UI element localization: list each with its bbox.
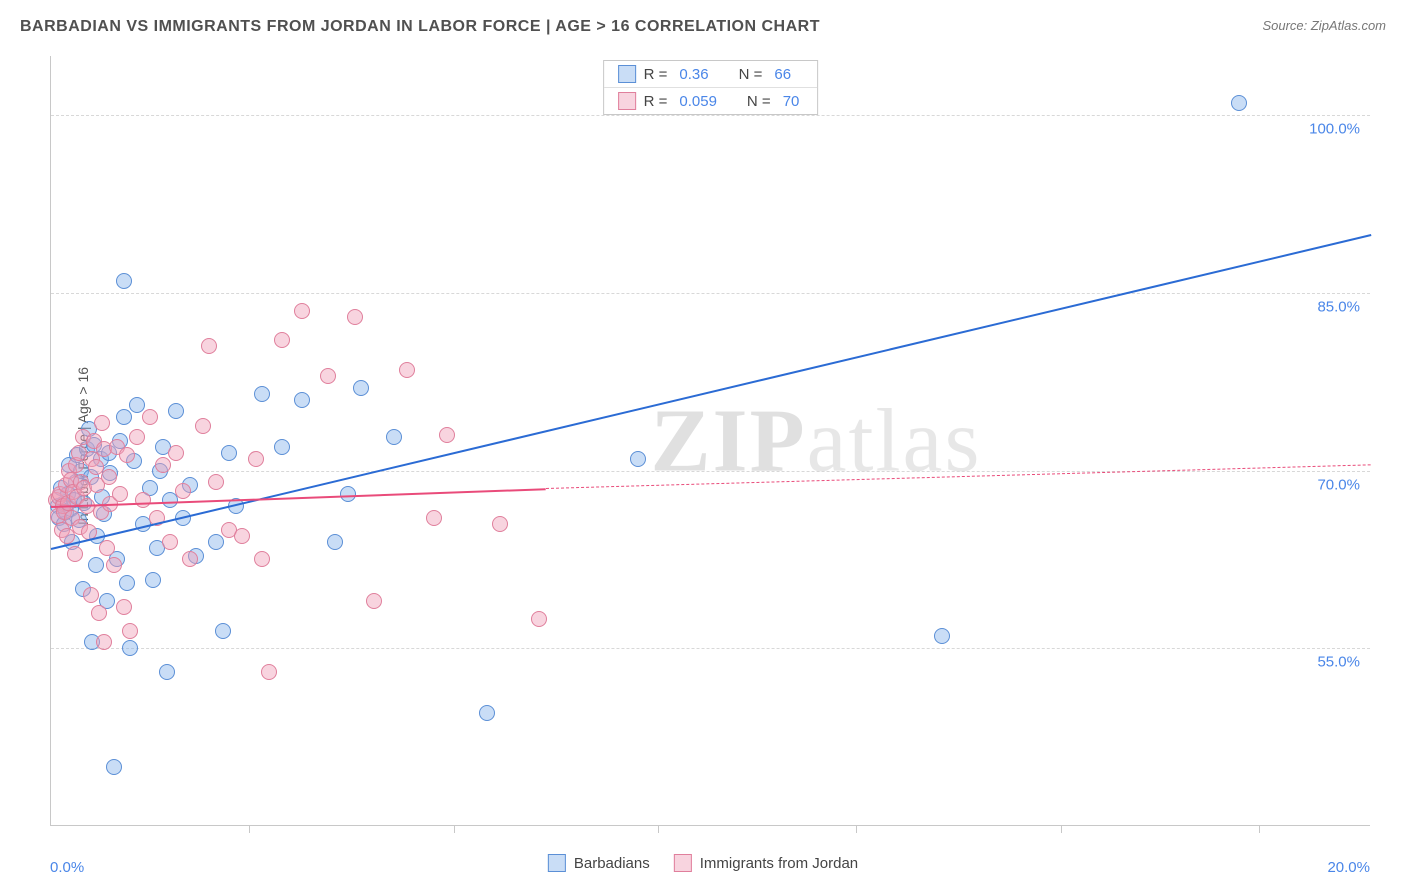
data-point [274, 439, 290, 455]
scatter-plot: ZIPatlas R = 0.36 N = 66 R = 0.059 N = 7… [50, 56, 1370, 826]
data-point [116, 409, 132, 425]
data-point [175, 483, 191, 499]
data-point [116, 273, 132, 289]
data-point [168, 403, 184, 419]
data-point [294, 392, 310, 408]
swatch-series2-bottom [674, 854, 692, 872]
trend-line [51, 234, 1371, 550]
data-point [208, 534, 224, 550]
data-point [129, 397, 145, 413]
r-value-series1: 0.36 [679, 66, 708, 83]
data-point [91, 605, 107, 621]
y-tick-label: 100.0% [1309, 121, 1360, 138]
data-point [129, 429, 145, 445]
data-point [112, 486, 128, 502]
y-tick-label: 70.0% [1317, 476, 1360, 493]
swatch-series1-bottom [548, 854, 566, 872]
legend-row-series2: R = 0.059 N = 70 [604, 88, 818, 114]
x-tick [856, 825, 857, 833]
n-value-series1: 66 [774, 66, 791, 83]
data-point [934, 628, 950, 644]
data-point [83, 587, 99, 603]
gridline [51, 648, 1370, 649]
data-point [106, 759, 122, 775]
data-point [182, 551, 198, 567]
data-point [439, 427, 455, 443]
data-point [106, 557, 122, 573]
data-point [215, 623, 231, 639]
data-point [327, 534, 343, 550]
data-point [195, 418, 211, 434]
data-point [479, 705, 495, 721]
data-point [119, 575, 135, 591]
chart-title: BARBADIAN VS IMMIGRANTS FROM JORDAN IN L… [20, 18, 820, 35]
data-point [145, 572, 161, 588]
data-point [116, 599, 132, 615]
data-point [386, 429, 402, 445]
data-point [234, 528, 250, 544]
data-point [101, 469, 117, 485]
data-point [88, 557, 104, 573]
data-point [99, 540, 115, 556]
x-tick [1259, 825, 1260, 833]
legend-row-series1: R = 0.36 N = 66 [604, 61, 818, 88]
data-point [119, 447, 135, 463]
x-tick [249, 825, 250, 833]
data-point [96, 634, 112, 650]
y-tick-label: 85.0% [1317, 298, 1360, 315]
gridline [51, 115, 1370, 116]
data-point [168, 445, 184, 461]
r-value-series2: 0.059 [679, 93, 717, 110]
data-point [208, 474, 224, 490]
data-point [320, 368, 336, 384]
x-tick [1061, 825, 1062, 833]
data-point [142, 409, 158, 425]
x-tick [454, 825, 455, 833]
series-legend: Barbadians Immigrants from Jordan [548, 854, 858, 872]
data-point [67, 546, 83, 562]
legend-item-series2: Immigrants from Jordan [674, 854, 858, 872]
data-point [135, 492, 151, 508]
trend-line [546, 465, 1371, 490]
data-point [201, 338, 217, 354]
data-point [248, 451, 264, 467]
data-point [155, 457, 171, 473]
data-point [122, 640, 138, 656]
x-axis-max-label: 20.0% [1327, 859, 1370, 876]
y-tick-label: 55.0% [1317, 654, 1360, 671]
x-tick [658, 825, 659, 833]
swatch-series2 [618, 92, 636, 110]
data-point [492, 516, 508, 532]
data-point [254, 386, 270, 402]
data-point [254, 551, 270, 567]
data-point [630, 451, 646, 467]
data-point [94, 415, 110, 431]
x-axis-min-label: 0.0% [50, 859, 84, 876]
n-value-series2: 70 [783, 93, 800, 110]
data-point [274, 332, 290, 348]
data-point [426, 510, 442, 526]
data-point [353, 380, 369, 396]
data-point [221, 445, 237, 461]
source-label: Source: ZipAtlas.com [1262, 18, 1386, 33]
correlation-legend: R = 0.36 N = 66 R = 0.059 N = 70 [603, 60, 819, 115]
data-point [159, 664, 175, 680]
data-point [294, 303, 310, 319]
data-point [347, 309, 363, 325]
swatch-series1 [618, 65, 636, 83]
data-point [399, 362, 415, 378]
gridline [51, 293, 1370, 294]
legend-item-series1: Barbadians [548, 854, 650, 872]
data-point [366, 593, 382, 609]
data-point [122, 623, 138, 639]
data-point [531, 611, 547, 627]
data-point [1231, 95, 1247, 111]
data-point [261, 664, 277, 680]
data-point [162, 534, 178, 550]
